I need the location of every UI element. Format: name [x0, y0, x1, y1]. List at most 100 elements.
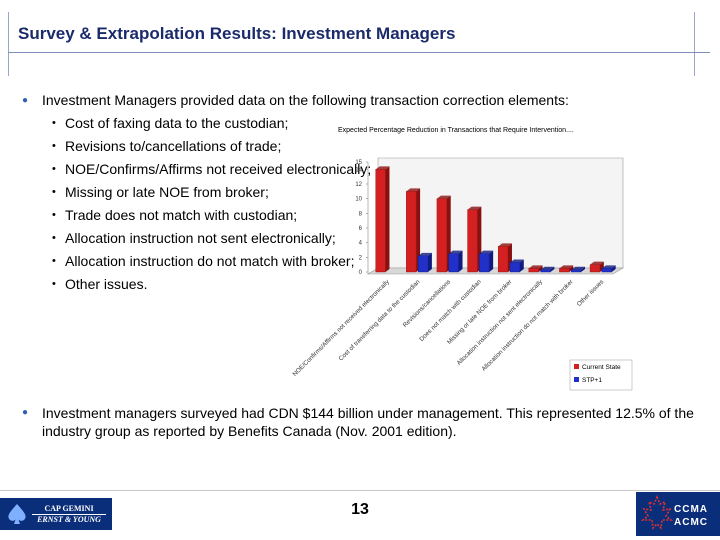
y-tick-label: 10 [355, 197, 362, 203]
bar-top [571, 266, 586, 270]
chart-x-labels: NOE/Confirms/Affirms not received electr… [291, 278, 605, 378]
list-item: • Allocation instruction do not match wit… [52, 250, 682, 273]
bar-side [538, 265, 543, 272]
list-item-text: Allocation instruction not sent electron… [65, 230, 336, 246]
bar-side [427, 252, 432, 272]
bar [375, 169, 386, 273]
list-item-text: NOE/Confirms/Affirms not received electr… [65, 161, 372, 177]
bar [479, 253, 490, 273]
list-item-text: Allocation instruction do not match with… [65, 253, 355, 269]
list-item: • Missing or late NOE from broker; [52, 181, 682, 204]
bar-side [569, 265, 574, 272]
list-item: • Revisions to/cancellations of trade; [52, 135, 682, 158]
bar-top [528, 265, 543, 269]
sub-bullet-icon: • [52, 140, 56, 152]
x-tick-label: Missing or late NOE from broker [446, 278, 513, 345]
y-tick-label: 6 [359, 226, 363, 232]
bar-side [458, 250, 463, 272]
bar [589, 264, 601, 273]
legend-box [569, 359, 633, 391]
sub-bullet-icon: • [52, 278, 56, 290]
bar-side [489, 250, 494, 272]
reduction-bar-chart: Expected Percentage Reduction in Transac… [291, 127, 633, 391]
y-tick-label: 12 [355, 182, 362, 188]
legend-label: Current State [582, 364, 621, 371]
bar-side [550, 266, 555, 272]
cap-gemini-logo: CAP GEMINI ERNST & YOUNG [0, 498, 112, 530]
bar-side [416, 188, 421, 272]
maple-leaf-icon [640, 494, 674, 530]
y-tick-label: 2 [359, 255, 363, 261]
list-item: • NOE/Confirms/Affirms not received elect… [52, 158, 682, 181]
bar-side [519, 259, 524, 272]
bar-side [385, 166, 390, 272]
bar [436, 198, 447, 273]
legend-label: STP+1 [582, 377, 602, 384]
ccma-line2: ACMC [674, 517, 708, 528]
footer-divider [0, 490, 720, 491]
x-tick-label: Does not match with custodian [418, 278, 483, 343]
bar [417, 255, 429, 273]
sub-bullet-icon: • [52, 186, 56, 198]
sub-bullet-icon: • [52, 117, 56, 129]
list-item-text: Other issues. [65, 276, 148, 292]
chart-legend: Current State STP+1 [569, 359, 633, 391]
bar [448, 253, 459, 273]
bar [540, 269, 551, 273]
bar-top [590, 261, 604, 265]
chart-title: Expected Percentage Reduction in Transac… [338, 127, 574, 134]
bar-top [418, 252, 432, 256]
legend-swatch [574, 364, 579, 369]
bar-top [436, 195, 451, 199]
chart-bars [375, 166, 616, 273]
y-tick-label: 0 [359, 270, 363, 276]
bar-top [375, 166, 390, 170]
bar-side [581, 266, 586, 272]
bar-top [406, 188, 421, 192]
bar [406, 191, 417, 273]
legend-swatch [574, 377, 579, 382]
intro-text: Investment Managers provided data on the… [42, 92, 569, 108]
list-item: • Other issues. [52, 273, 682, 296]
sub-bullet-icon: • [52, 209, 56, 221]
title-left-rule [8, 12, 9, 76]
list-item-text: Trade does not match with custodian; [65, 207, 298, 223]
bar [571, 269, 582, 273]
bullet-dot-icon: ● [22, 407, 29, 418]
bar-top [448, 250, 463, 254]
summary-bullet: ● Investment managers surveyed had CDN $… [22, 404, 702, 440]
page-number: 13 [351, 501, 369, 518]
y-tick-label: 4 [359, 241, 363, 247]
bar [559, 268, 570, 273]
ccma-line1: CCMA [674, 504, 708, 515]
bar-top [498, 243, 512, 247]
bullet-dot-icon: ● [22, 95, 29, 106]
bar-side [611, 265, 616, 272]
intro-section: ● Investment Managers provided data on t… [22, 92, 682, 296]
bar [497, 246, 509, 273]
page-title: Survey & Extrapolation Results: Investme… [18, 24, 456, 43]
list-item: • Allocation instruction not sent electro… [52, 227, 682, 250]
bar-top [540, 266, 555, 270]
list-item-text: Missing or late NOE from broker; [65, 184, 269, 200]
list-item: • Cost of faxing data to the custodian; [52, 112, 682, 135]
intro-bullet: ● Investment Managers provided data on t… [22, 92, 682, 110]
summary-text: Investment managers surveyed had CDN $14… [42, 405, 694, 439]
list-item: • Trade does not match with custodian; [52, 204, 682, 227]
title-underline [8, 52, 710, 53]
bar-top [479, 250, 494, 254]
logo-line2: ERNST & YOUNG [32, 513, 106, 525]
bar-top [509, 259, 524, 263]
sub-bullet-icon: • [52, 163, 56, 175]
bar-top [467, 206, 482, 210]
bar-top [601, 265, 616, 269]
list-item-text: Cost of faxing data to the custodian; [65, 115, 289, 131]
y-tick-label: 14 [355, 167, 362, 173]
bar-side [446, 195, 451, 272]
list-item-text: Revisions to/cancellations of trade; [65, 138, 282, 154]
sub-bullet-icon: • [52, 255, 56, 267]
spade-logo-icon [8, 504, 26, 524]
y-tick-label: 8 [359, 211, 363, 217]
y-tick-label: 15 [355, 160, 362, 166]
transaction-elements-list: • Cost of faxing data to the custodian; •… [22, 112, 682, 296]
